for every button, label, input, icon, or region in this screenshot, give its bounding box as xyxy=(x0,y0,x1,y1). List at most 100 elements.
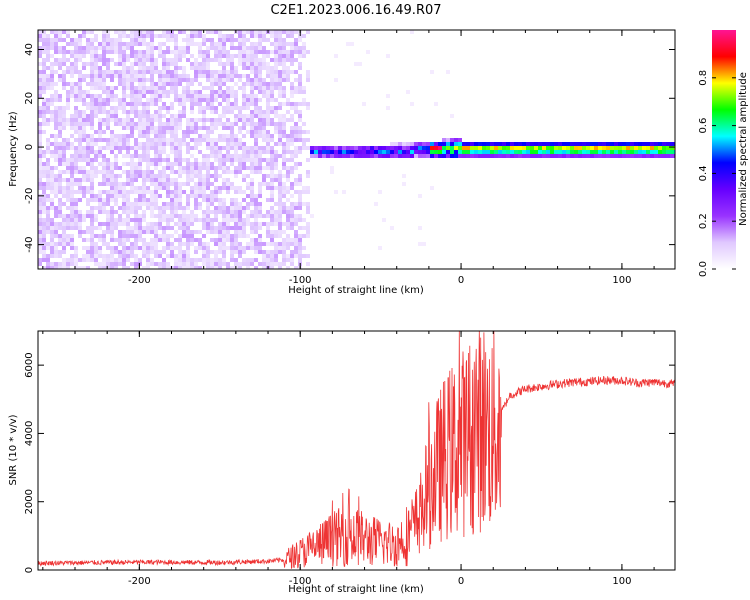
heatmap-cell xyxy=(254,110,258,114)
heatmap-cell xyxy=(182,230,186,234)
heatmap-cell xyxy=(362,102,366,106)
heatmap-cell xyxy=(202,154,206,158)
heatmap-cell xyxy=(94,106,98,110)
heatmap-cell xyxy=(298,234,302,238)
heatmap-cell xyxy=(234,106,238,110)
heatmap-cell xyxy=(262,150,266,154)
heatmap-cell xyxy=(222,222,226,226)
heatmap-cell xyxy=(614,142,618,146)
heatmap-cell xyxy=(194,102,198,106)
heatmap-cell xyxy=(186,126,190,130)
heatmap-cell xyxy=(238,38,242,42)
heatmap-cell xyxy=(186,170,190,174)
heatmap-cell xyxy=(146,50,150,54)
heatmap-cell xyxy=(270,234,274,238)
heatmap-cell xyxy=(274,130,278,134)
heatmap-cell xyxy=(226,186,230,190)
heatmap-cell xyxy=(130,154,134,158)
heatmap-cell xyxy=(294,70,298,74)
heatmap-cell xyxy=(58,74,62,78)
heatmap-cell xyxy=(258,242,262,246)
heatmap-cell xyxy=(298,134,302,138)
heatmap-cell xyxy=(58,146,62,150)
heatmap-cell xyxy=(42,246,46,250)
heatmap-cell xyxy=(158,86,162,90)
heatmap-cell xyxy=(126,78,130,82)
heatmap-cell xyxy=(202,50,206,54)
heatmap-cell xyxy=(166,62,170,66)
heatmap-cell xyxy=(222,46,226,50)
heatmap-cell xyxy=(226,34,230,38)
heatmap-cell xyxy=(158,226,162,230)
heatmap-cell xyxy=(106,170,110,174)
heatmap-cell xyxy=(262,62,266,66)
heatmap-cell xyxy=(74,82,78,86)
heatmap-cell xyxy=(198,162,202,166)
heatmap-cell xyxy=(162,134,166,138)
heatmap-cell xyxy=(158,98,162,102)
heatmap-cell xyxy=(142,86,146,90)
heatmap-cell xyxy=(266,186,270,190)
heatmap-cell xyxy=(302,34,306,38)
heatmap-cell xyxy=(278,138,282,142)
heatmap-cell xyxy=(150,118,154,122)
heatmap-cell xyxy=(150,230,154,234)
heatmap-cell xyxy=(430,186,434,190)
heatmap-cell xyxy=(658,154,662,158)
heatmap-cell xyxy=(174,66,178,70)
heatmap-cell xyxy=(190,174,194,178)
heatmap-cell xyxy=(210,150,214,154)
heatmap-cell xyxy=(90,46,94,50)
heatmap-cell xyxy=(294,206,298,210)
heatmap-cell xyxy=(170,182,174,186)
heatmap-cell xyxy=(230,238,234,242)
heatmap-cell xyxy=(186,38,190,42)
heatmap-cell xyxy=(42,118,46,122)
heatmap-cell xyxy=(70,162,74,166)
heatmap-cell xyxy=(114,182,118,186)
heatmap-cell xyxy=(182,266,186,269)
heatmap-cell xyxy=(54,206,58,210)
heatmap-cell xyxy=(126,234,130,238)
heatmap-cell xyxy=(130,62,134,66)
heatmap-cell xyxy=(118,74,122,78)
heatmap-cell xyxy=(658,150,662,154)
heatmap-cell xyxy=(138,258,142,262)
heatmap-cell xyxy=(214,218,218,222)
heatmap-cell xyxy=(154,114,158,118)
heatmap-cell xyxy=(246,74,250,78)
heatmap-cell xyxy=(134,214,138,218)
heatmap-cell xyxy=(626,150,630,154)
heatmap-cell xyxy=(142,42,146,46)
heatmap-cell xyxy=(202,254,206,258)
heatmap-cell xyxy=(110,110,114,114)
heatmap-cell xyxy=(238,170,242,174)
heatmap-cell xyxy=(202,134,206,138)
heatmap-cell xyxy=(222,122,226,126)
heatmap-cell xyxy=(78,114,82,118)
heatmap-cell xyxy=(166,242,170,246)
heatmap-cell xyxy=(74,262,78,266)
heatmap-cell xyxy=(46,46,50,50)
heatmap-cell xyxy=(174,162,178,166)
heatmap-cell xyxy=(142,250,146,254)
heatmap-cell xyxy=(122,162,126,166)
heatmap-cell xyxy=(258,246,262,250)
heatmap-cell xyxy=(170,162,174,166)
heatmap-cell xyxy=(218,54,222,58)
heatmap-cell xyxy=(66,138,70,142)
heatmap-cell xyxy=(142,214,146,218)
heatmap-cell xyxy=(186,194,190,198)
heatmap-cell xyxy=(214,82,218,86)
heatmap-cell xyxy=(290,182,294,186)
heatmap-cell xyxy=(234,70,238,74)
heatmap-cell xyxy=(146,58,150,62)
heatmap-cell xyxy=(646,146,650,150)
heatmap-cell xyxy=(46,214,50,218)
heatmap-cell xyxy=(166,142,170,146)
heatmap-cell xyxy=(222,234,226,238)
heatmap-cell xyxy=(142,114,146,118)
heatmap-cell xyxy=(42,230,46,234)
heatmap-cell xyxy=(158,154,162,158)
